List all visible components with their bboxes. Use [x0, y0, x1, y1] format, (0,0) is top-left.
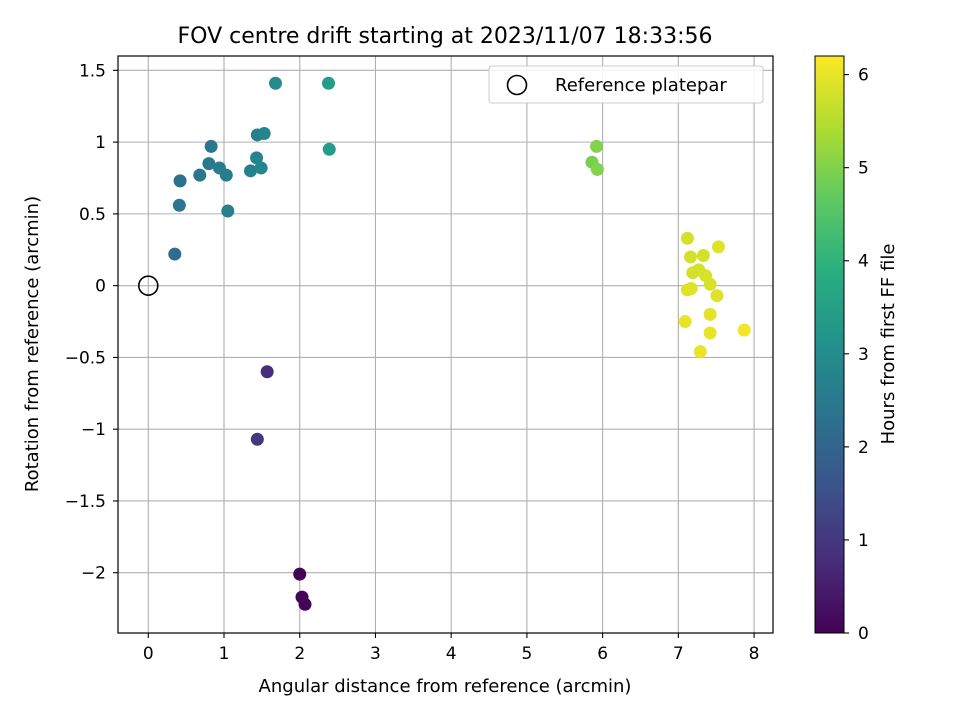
data-point [693, 345, 707, 359]
data-point [221, 204, 235, 218]
chart-title: FOV centre drift starting at 2023/11/07 … [178, 24, 713, 49]
data-point [168, 247, 182, 261]
colorbar-tick-label: 0 [858, 624, 869, 644]
y-tick-label: −1.5 [65, 492, 106, 512]
y-tick-label: 1 [95, 133, 106, 153]
data-point [711, 240, 725, 254]
data-point [710, 289, 724, 303]
data-point [696, 249, 710, 263]
y-tick-label: −0.5 [65, 348, 106, 368]
data-points [168, 76, 751, 611]
x-axis-ticks: 0 1 2 3 4 5 6 7 8 [143, 633, 760, 664]
y-tick-label: −1 [81, 420, 106, 440]
data-point [202, 157, 216, 171]
legend: Reference platepar [488, 65, 764, 104]
data-point [219, 168, 233, 182]
data-point [260, 365, 274, 379]
colorbar-label: Hours from first FF file [878, 244, 899, 445]
data-point [322, 76, 336, 90]
legend-marker [506, 74, 528, 96]
x-tick-label: 6 [597, 644, 608, 664]
data-point [254, 161, 268, 175]
data-point [322, 142, 336, 156]
data-point [590, 162, 604, 176]
data-point [737, 323, 751, 337]
data-point [173, 174, 187, 188]
x-tick-label: 4 [446, 644, 457, 664]
x-tick-label: 3 [370, 644, 381, 664]
data-point [244, 164, 258, 178]
colorbar-tick-label: 3 [858, 345, 869, 365]
y-tick-label: 0.5 [79, 205, 106, 225]
reference-point [137, 275, 159, 296]
y-tick-label: 1.5 [79, 61, 106, 81]
grid-lines [118, 56, 773, 633]
colorbar-tick-label: 1 [858, 531, 869, 551]
data-point [204, 139, 218, 153]
x-tick-label: 1 [219, 644, 230, 664]
legend-label: Reference platepar [555, 75, 727, 96]
data-point [250, 432, 264, 446]
data-point [269, 76, 283, 90]
colorbar-tick-label: 4 [858, 252, 869, 272]
y-axis-ticks: −2 −1.5 −1 −0.5 0 0.5 1 1.5 [65, 61, 118, 584]
data-point [293, 567, 307, 581]
plot-frame [117, 55, 774, 634]
data-point [680, 231, 694, 245]
data-point [684, 282, 698, 296]
y-tick-label: 0 [95, 277, 106, 297]
data-point [298, 597, 312, 611]
colorbar-ticks: 0 1 2 3 4 5 6 [844, 66, 869, 644]
data-point [172, 198, 186, 212]
x-tick-label: 0 [143, 644, 154, 664]
colorbar-tick-label: 2 [858, 438, 869, 458]
data-point [590, 139, 604, 153]
x-tick-label: 7 [673, 644, 684, 664]
x-tick-label: 5 [521, 644, 532, 664]
colorbar-tick-label: 5 [858, 159, 869, 179]
x-tick-label: 8 [749, 644, 760, 664]
colorbar [814, 55, 845, 634]
data-point [703, 307, 717, 321]
data-point [703, 277, 717, 291]
legend-box [488, 65, 764, 104]
x-axis-label: Angular distance from reference (arcmin) [259, 676, 632, 697]
colorbar-tick-label: 6 [858, 66, 869, 86]
y-axis-label: Rotation from reference (arcmin) [22, 196, 43, 492]
data-point [678, 315, 692, 329]
data-point [250, 151, 264, 165]
data-point [257, 127, 271, 141]
y-tick-label: −2 [81, 564, 106, 584]
x-tick-label: 2 [294, 644, 305, 664]
data-point [703, 326, 717, 340]
data-point [193, 168, 207, 182]
data-point [683, 250, 697, 264]
